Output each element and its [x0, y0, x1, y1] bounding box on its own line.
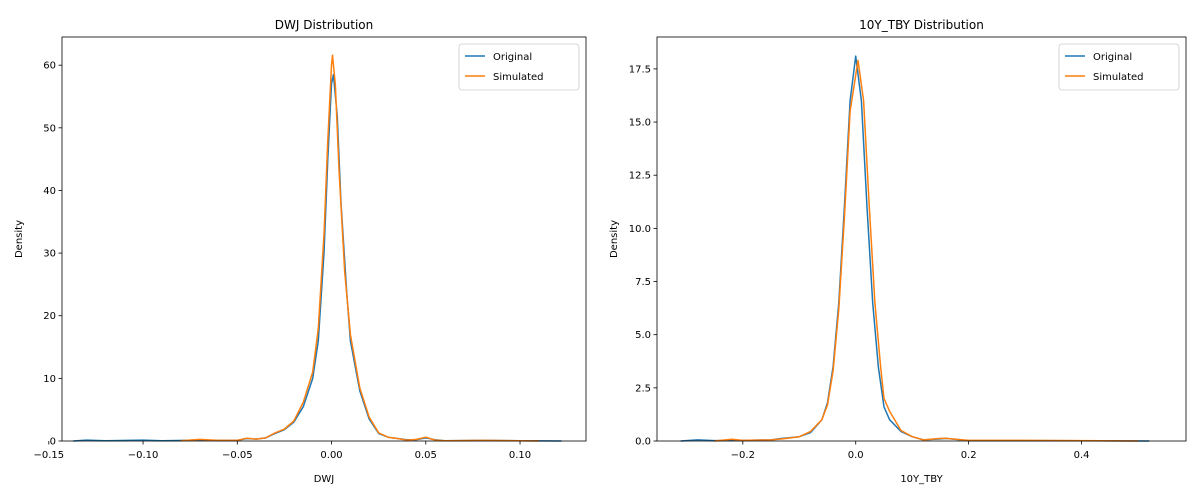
axes-frame: [656, 36, 1187, 442]
y-tick-label: 20: [43, 311, 56, 322]
y-tick-label: 0: [50, 437, 56, 448]
legend-box: [1058, 43, 1180, 91]
axes-frame: [61, 36, 587, 442]
series-line-simulated: [714, 59, 1139, 442]
legend: Original Simulated: [458, 43, 580, 91]
series-line-original: [73, 73, 562, 442]
legend-label: Simulated: [1093, 72, 1144, 83]
y-tick-label: 2.5: [635, 383, 651, 394]
y-tick-label: 15.0: [629, 118, 651, 129]
x-tick-label: −0.15: [33, 450, 64, 461]
subplot-2: −0.2 0.0 0.2 0.4 0.0 2.5 5.0 7.5 10.0 12.5 15.0 17.…: [609, 18, 1187, 485]
x-tick-label: 0.00: [320, 450, 342, 461]
y-tick-label: 12.5: [629, 171, 651, 182]
series-line-original: [680, 55, 1150, 442]
x-axis-label: 10Y_TBY: [900, 474, 943, 485]
y-tick-label: 10.0: [629, 224, 651, 235]
x-tick-label: −0.05: [222, 450, 253, 461]
y-tick-label: 10: [43, 374, 56, 385]
legend-label: Simulated: [493, 72, 544, 83]
y-tick-label: 30: [43, 249, 56, 260]
y-tick-label: 5.0: [635, 330, 651, 341]
chart-title: 10Y_TBY Distribution: [859, 18, 984, 32]
x-tick-label: −0.2: [731, 450, 755, 461]
y-axis-label: Density: [609, 220, 620, 258]
y-tick-label: 60: [43, 61, 56, 72]
y-tick-label: 17.5: [629, 64, 651, 75]
x-axis-label: DWJ: [314, 474, 335, 485]
y-axis-label: Density: [14, 220, 25, 258]
chart-title: DWJ Distribution: [275, 18, 373, 32]
x-tick-label: 0.10: [509, 450, 531, 461]
y-tick-label: 7.5: [635, 277, 651, 288]
subplot-1: −0.15 −0.10 −0.05 0.00 0.05 0.10 0 10 20 30 40 50 60…: [14, 18, 587, 485]
y-tick-label: 0.0: [635, 437, 651, 448]
x-tick-label: 0.05: [415, 450, 437, 461]
x-tick-label: 0.4: [1074, 450, 1090, 461]
series-line-simulated: [180, 54, 539, 442]
legend-label: Original: [493, 52, 532, 63]
x-tick-label: 0.2: [961, 450, 977, 461]
legend-label: Original: [1093, 52, 1132, 63]
legend: Original Simulated: [1058, 43, 1180, 91]
legend-box: [458, 43, 580, 91]
y-tick-label: 40: [43, 186, 56, 197]
y-tick-label: 50: [43, 123, 56, 134]
x-tick-label: −0.10: [128, 450, 159, 461]
x-tick-label: 0.0: [848, 450, 864, 461]
